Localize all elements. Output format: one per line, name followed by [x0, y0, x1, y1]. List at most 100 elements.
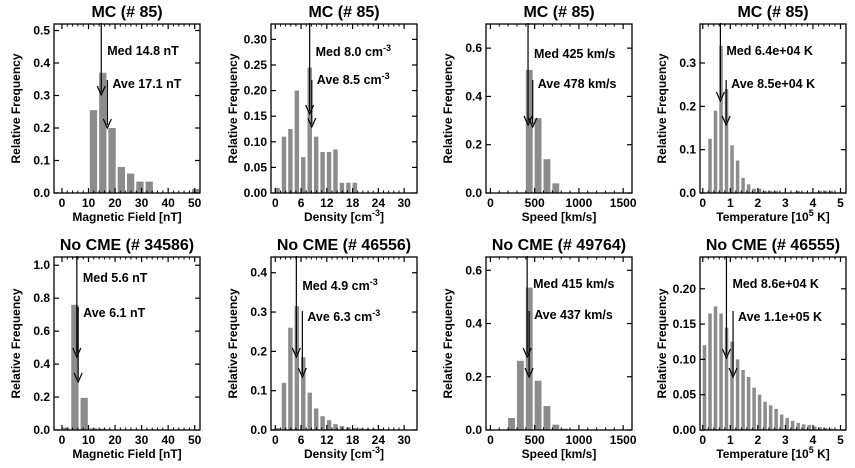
histogram-bar [552, 183, 560, 193]
histogram-bar [61, 427, 70, 430]
y-tick-label: 0.0 [679, 186, 696, 200]
histogram-bar [818, 427, 822, 430]
histogram-bar [561, 428, 569, 430]
histogram-bar [708, 313, 712, 430]
y-tick-label: 0.4 [465, 89, 482, 103]
y-tick-label: 0.8 [33, 291, 50, 305]
y-tick-label: 0.0 [465, 423, 482, 437]
median-annotation-text: Med 14.8 nT [107, 44, 179, 58]
x-tick-label: 24 [372, 196, 386, 210]
x-axis-label-tail: K] [814, 210, 830, 224]
y-tick-label: 0.20 [673, 282, 697, 296]
x-axis-label-main: Temperature [10 [716, 210, 809, 224]
median-annotation-sup: -3 [370, 277, 378, 287]
panel-title: MC (# 85) [308, 4, 379, 21]
panel-title: No CME (# 46555) [706, 237, 840, 254]
histogram-bar [796, 422, 800, 430]
y-tick-label: 0.3 [679, 56, 696, 70]
x-tick-label: 12 [320, 433, 334, 447]
x-axis-label-tail: K] [814, 447, 830, 461]
average-arrow-head [524, 367, 534, 379]
x-axis-label-sup: -3 [372, 208, 380, 218]
y-axis-label: Relative Frequency [9, 288, 23, 398]
average-annotation: Ave 8.5e+04 K [731, 77, 815, 91]
plot-frame [699, 23, 847, 194]
y-tick-label: 0.0 [33, 423, 50, 437]
panel-title: MC (# 85) [523, 4, 594, 21]
histogram-bar [89, 110, 98, 193]
y-axis-label: Relative Frequency [9, 53, 23, 163]
histogram-bar [333, 424, 338, 430]
histogram-bar [719, 313, 723, 430]
histogram-bar [818, 190, 822, 193]
x-tick-label: 0 [59, 433, 66, 447]
average-arrow-head [102, 118, 112, 130]
x-axis-label: Temperature [105 K] [716, 208, 830, 224]
histogram-bar [192, 189, 200, 193]
histogram-bar [294, 90, 300, 193]
histogram-bar [829, 428, 833, 430]
plot-frame [485, 256, 633, 431]
average-annotation: Ave 17.1 nT [112, 77, 181, 91]
histogram-bar [735, 359, 740, 430]
y-tick-label: 0.2 [33, 390, 50, 404]
histogram-bar [307, 392, 312, 430]
y-tick-label: 0.00 [244, 186, 268, 200]
y-tick-label: 0.00 [673, 423, 697, 437]
plot-frame [53, 256, 201, 431]
histogram-bar [757, 394, 762, 430]
median-arrow-head [721, 348, 731, 360]
histogram-bar [713, 306, 718, 430]
x-tick-label: 6 [298, 196, 305, 210]
average-annotation-text: Ave 8.5e+04 K [731, 77, 815, 91]
median-annotation: Med 8.6e+04 K [732, 277, 819, 291]
y-tick-label: 0.05 [673, 388, 697, 402]
histogram-bar [145, 181, 153, 193]
x-tick-label: 1500 [610, 433, 637, 447]
histogram-bar [301, 157, 306, 193]
panel-title: No CME (# 34586) [60, 237, 194, 254]
x-tick-label: 40 [161, 196, 175, 210]
histogram-bar [127, 173, 135, 193]
median-annotation-text: Med 6.4e+04 K [726, 44, 813, 58]
average-annotation-text: Ave 6.1 nT [83, 306, 145, 320]
x-tick-label: 2 [755, 196, 762, 210]
median-annotation-text: Med 4.9 cm [302, 279, 369, 293]
x-axis-label-sup: 5 [809, 445, 814, 455]
histogram-bar [752, 188, 756, 193]
median-annotation-text: Med 415 km/s [533, 277, 614, 291]
x-tick-label: 20 [108, 433, 122, 447]
x-tick-label: 30 [397, 196, 411, 210]
histogram-bar [294, 306, 300, 430]
histogram-bar [534, 118, 542, 193]
histogram-bar [724, 89, 729, 193]
y-tick-label: 0.0 [465, 186, 482, 200]
x-tick-label: 40 [161, 433, 175, 447]
median-annotation-text: Med 5.6 nT [83, 271, 148, 285]
median-annotation: Med 5.6 nT [83, 271, 148, 285]
x-tick-label: 12 [320, 196, 334, 210]
histogram-bar [543, 159, 551, 193]
histogram-bar [552, 424, 560, 430]
histogram-bar [746, 377, 751, 430]
plot-frame [270, 256, 418, 431]
histogram-bar [346, 182, 351, 193]
y-tick-label: 0.2 [250, 344, 267, 358]
histogram-panel-3: MC (# 85) 0 500 1000 1500 0.0 0.2 0.4 0.6 Relativ… [441, 4, 637, 224]
x-tick-label: 4 [810, 433, 817, 447]
y-tick-label: 1.0 [33, 258, 50, 272]
x-tick-label: 30 [397, 433, 411, 447]
average-annotation-text: Ave 6.3 cm [307, 310, 372, 324]
histogram-bar [99, 72, 107, 193]
x-axis-label-tail: ] [380, 447, 384, 461]
histogram-bar [307, 67, 312, 193]
histogram-bar [71, 304, 79, 430]
histogram-bar [301, 357, 306, 430]
median-arrow-head [72, 347, 82, 359]
x-tick-label: 500 [525, 196, 545, 210]
median-annotation: Med 14.8 nT [107, 44, 179, 58]
y-tick-label: 0.4 [33, 56, 50, 70]
x-axis-label: Magnetic Field [nT] [72, 210, 181, 224]
average-arrow-head [73, 372, 83, 384]
